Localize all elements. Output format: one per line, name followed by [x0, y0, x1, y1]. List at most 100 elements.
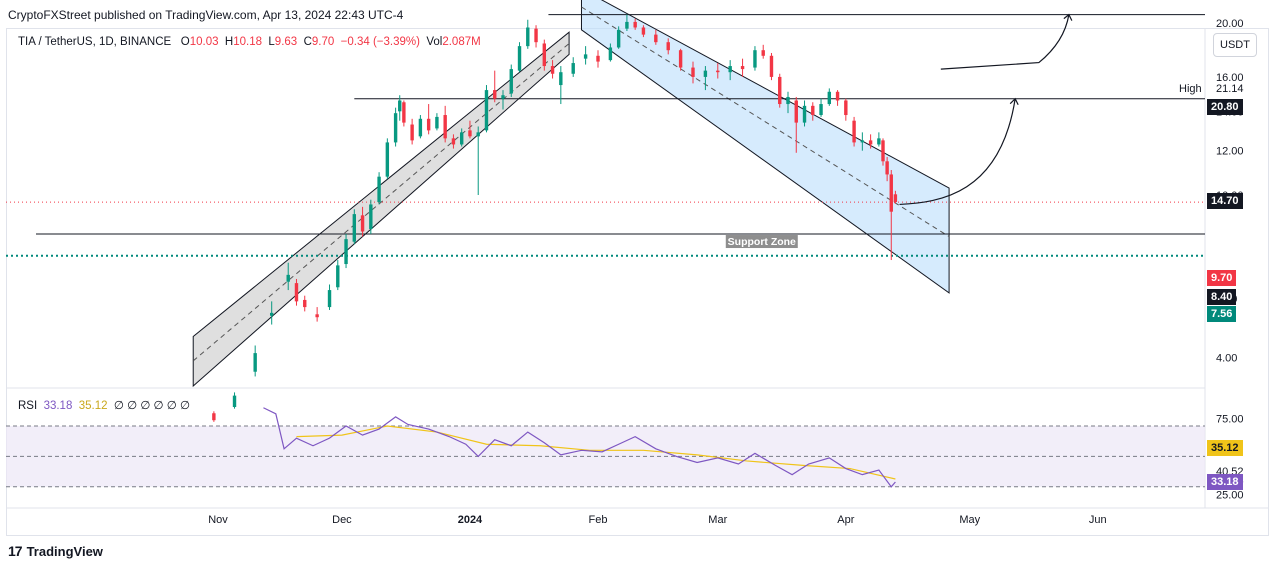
candle-body — [377, 176, 381, 203]
candle-body — [633, 21, 637, 28]
candle-body — [369, 204, 373, 229]
candle — [827, 88, 832, 106]
candle-body — [451, 138, 456, 145]
candle-body — [212, 413, 216, 421]
candle — [286, 262, 290, 291]
rsi-extras: ∅ ∅ ∅ ∅ ∅ ∅ — [113, 400, 190, 412]
candle — [728, 60, 732, 81]
candle — [616, 26, 621, 49]
candle — [526, 19, 530, 49]
rsi-pane — [6, 407, 1205, 488]
candle-body — [402, 102, 406, 123]
candle — [559, 66, 563, 105]
rsi-legend: RSI 33.18 35.12 ∅ ∅ ∅ ∅ ∅ ∅ — [18, 398, 190, 412]
candle-body — [761, 50, 765, 56]
candle-body — [327, 290, 332, 308]
candle-body — [678, 50, 683, 68]
time-tick-label: Jun — [1089, 514, 1107, 526]
candle — [493, 70, 497, 103]
candle-body — [835, 91, 840, 101]
candle — [303, 295, 307, 312]
candle — [633, 18, 637, 30]
rsi-tag-ma: 35.12 — [1207, 440, 1243, 456]
candle — [881, 138, 885, 166]
candle-body — [398, 100, 402, 112]
price-tick-label: 20.00 — [1216, 18, 1244, 30]
open-value: 10.03 — [189, 36, 219, 48]
candle-body — [303, 299, 307, 308]
ascending-channel-midline — [192, 43, 570, 362]
candle-body — [426, 118, 431, 131]
candle-body — [753, 50, 757, 68]
candle-body — [385, 142, 390, 177]
candle — [517, 42, 522, 73]
candle-body — [716, 70, 720, 73]
candle — [410, 118, 414, 145]
candle-body — [526, 27, 530, 47]
candle-body — [666, 42, 670, 51]
rsi-line — [263, 407, 896, 488]
ohlc-legend: TIA / TetherUS, 1D, BINANCE O10.03 H10.1… — [18, 36, 481, 48]
time-tick-label: Feb — [589, 514, 608, 526]
candle-body — [786, 96, 790, 105]
brand-label: TradingView — [26, 543, 103, 559]
candle — [877, 132, 881, 147]
candle-body — [844, 100, 848, 116]
candle — [703, 66, 708, 91]
candle — [852, 116, 856, 147]
candle — [443, 105, 447, 143]
candle-body — [860, 140, 865, 143]
candle — [596, 50, 600, 68]
currency-button[interactable]: USDT — [1213, 33, 1257, 57]
projection-arrow-to-14-70 — [899, 98, 1016, 206]
candle-body — [596, 55, 600, 62]
candle — [778, 73, 782, 108]
candle — [476, 126, 480, 195]
candle — [550, 60, 555, 79]
rsi-tick-label: 25.00 — [1216, 489, 1244, 501]
candle — [716, 63, 720, 79]
symbol-label[interactable]: TIA / TetherUS, 1D, BINANCE — [18, 36, 172, 48]
candle-body — [641, 27, 646, 35]
candle — [212, 411, 216, 422]
candle — [666, 38, 670, 55]
candle — [860, 132, 865, 151]
candle — [468, 120, 472, 139]
candle — [583, 46, 588, 65]
candle-body — [336, 265, 340, 288]
candle — [393, 107, 398, 147]
projection-arrow-to-20-80 — [940, 14, 1070, 70]
candle-body — [827, 91, 832, 105]
price-tag-20-80: 20.80 — [1207, 99, 1243, 115]
candle — [402, 100, 406, 127]
price-tick-label: 4.00 — [1216, 353, 1237, 365]
candle-body — [484, 90, 489, 131]
candle — [654, 29, 658, 45]
candle — [435, 113, 439, 131]
candle-body — [517, 46, 522, 71]
candle-body — [459, 132, 464, 145]
candle — [344, 234, 348, 269]
candle — [691, 61, 695, 84]
candle-body — [232, 395, 237, 408]
candle-body — [410, 124, 414, 141]
candle — [740, 58, 745, 77]
ascending-channel — [192, 31, 570, 388]
candle-body — [360, 215, 365, 232]
candle-body — [769, 55, 774, 77]
footer-brand[interactable]: 17 TradingView — [8, 543, 103, 559]
rsi-label[interactable]: RSI — [18, 400, 38, 412]
high-value-label: 21.14 — [1216, 83, 1244, 95]
candle — [418, 115, 423, 139]
candle — [232, 392, 237, 409]
candle-body — [691, 67, 695, 77]
candle-body — [583, 54, 588, 59]
candle — [844, 98, 848, 121]
drawings: Support Zone — [6, 0, 1205, 388]
price-tick-label: 12.00 — [1216, 146, 1244, 158]
close-value: 9.70 — [311, 36, 335, 48]
candle-body — [881, 140, 885, 162]
rsi-band — [6, 426, 1205, 487]
candle — [641, 25, 646, 38]
